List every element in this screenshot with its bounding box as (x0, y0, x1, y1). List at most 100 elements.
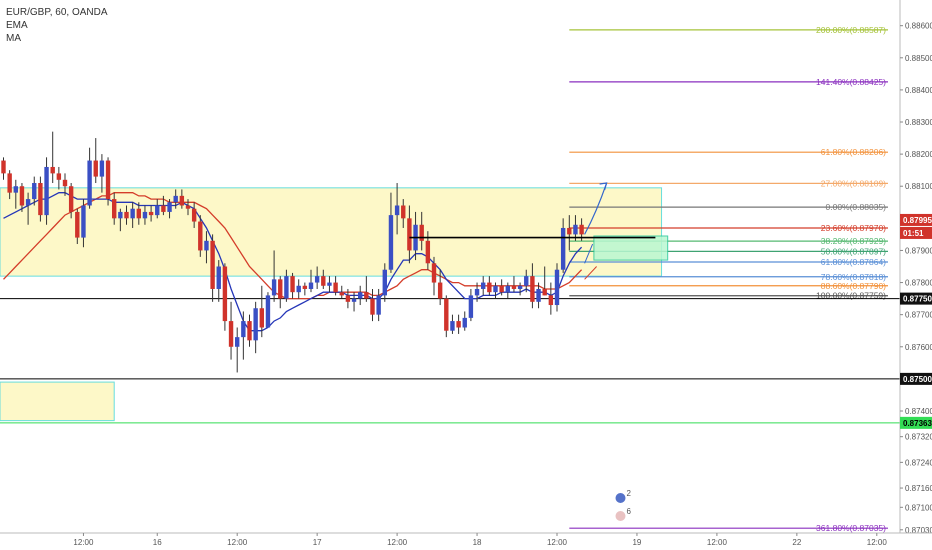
price-axis[interactable]: 0.88600 0.88500 0.88400 0.88300 0.88200 0.881… (899, 0, 932, 535)
candle-body (481, 282, 486, 289)
candle-body (75, 211, 80, 238)
candle (474, 282, 480, 302)
candle-body (7, 173, 12, 193)
price-badge: 0.87995 (900, 213, 932, 226)
time-tick-label: 17 (313, 538, 322, 547)
candle-body (25, 199, 31, 206)
candle (327, 276, 332, 293)
fib-level-label: 50.00%(0.87897) (821, 246, 886, 256)
candle-body (450, 321, 455, 331)
candle-body (235, 337, 240, 347)
candle-body (493, 285, 498, 293)
candle (401, 199, 406, 228)
price-badge-bg (900, 213, 932, 226)
price-tick-label: 0.88200 (905, 150, 932, 159)
time-tick-label: 19 (632, 538, 641, 547)
price-badge: 0.87363 (900, 416, 932, 429)
candle (462, 311, 467, 331)
candle (13, 179, 18, 209)
candle-body (81, 205, 86, 238)
zones-layer (0, 187, 663, 422)
candle-body (56, 173, 62, 180)
fib-level-label: 61.80%(0.88206) (821, 147, 886, 157)
candle-body (50, 166, 55, 174)
price-badge-bg (900, 292, 932, 305)
price-badge-label: 0.87995 (903, 216, 932, 225)
candle (333, 276, 338, 296)
candle (56, 166, 62, 190)
time-axis[interactable]: 12:00 16 12:00 17 12:00 18 12:00 19 12:00 22 12:00 (0, 532, 932, 547)
candle (524, 269, 529, 293)
candle (124, 205, 129, 225)
price-tick-label: 0.87100 (905, 503, 932, 512)
candle-body (136, 208, 141, 219)
candle-body (68, 186, 74, 212)
candle-body (32, 183, 37, 200)
candle (191, 202, 197, 228)
candle-body (517, 285, 523, 289)
candle (493, 282, 498, 299)
candle (505, 282, 510, 299)
fib-level-label: 361.80%(0.87035) (816, 523, 886, 533)
candle (265, 292, 271, 328)
candle (130, 202, 135, 228)
candle-body (302, 285, 308, 289)
candle-body (38, 183, 43, 216)
candle-body (118, 211, 123, 219)
price-badge-label: 01:51 (903, 229, 924, 238)
candle-body (308, 282, 314, 289)
price-tick-label: 0.87400 (905, 407, 932, 416)
candle-body (487, 282, 492, 293)
price-tick-label: 0.88500 (905, 54, 932, 63)
candle-body (124, 211, 129, 219)
event-marker-circle (614, 510, 627, 522)
fib-level-label: 27.00%(0.88109) (821, 178, 886, 188)
candle-body (437, 282, 443, 299)
candle-body (431, 263, 437, 283)
candle (235, 327, 240, 373)
candle (185, 199, 191, 216)
candle (487, 276, 492, 296)
candle-body (93, 160, 98, 177)
price-tick-label: 0.87030 (905, 526, 932, 535)
price-badge: 0.87500 (900, 372, 932, 385)
fib-level-label: 61.80%(0.87864) (821, 257, 886, 267)
candle (50, 131, 55, 184)
candle-body (394, 205, 400, 216)
indicator-ema-label[interactable]: EMA (6, 20, 28, 31)
candle (450, 314, 455, 334)
price-tick-label: 0.87320 (905, 433, 932, 442)
candle (142, 205, 148, 225)
time-tick-label: 12:00 (227, 538, 248, 547)
candle (247, 314, 252, 347)
price-badge: 0.87750 (900, 292, 932, 305)
candle-body (499, 285, 504, 293)
price-badge-bg (900, 372, 932, 385)
candle-body (382, 269, 387, 296)
symbol-title[interactable]: EUR/GBP, 60, OANDA (6, 7, 108, 18)
candle (81, 199, 86, 248)
candle (444, 295, 449, 338)
candle-body (105, 160, 111, 200)
candle (259, 285, 264, 338)
candle (364, 276, 369, 302)
overlay-layer (409, 182, 669, 280)
candle-body (321, 276, 326, 286)
candle-body (333, 282, 338, 293)
price-badges-layer: 0.87995 01:51 0.87750 0.87500 0.87363 (900, 213, 932, 429)
indicator-ma-label[interactable]: MA (6, 33, 21, 44)
time-tick-label: 12:00 (707, 538, 728, 547)
price-badge-label: 0.87500 (903, 375, 932, 384)
candle-body (185, 205, 191, 209)
lower-zone (0, 381, 115, 422)
candle-body (130, 208, 135, 219)
fib-level-label: 78.60%(0.87818) (821, 272, 886, 282)
candle-body (191, 208, 197, 222)
candle-body (265, 295, 271, 328)
candle (388, 192, 394, 273)
candle-body (253, 308, 258, 341)
candle (210, 234, 215, 302)
candle-body (474, 288, 480, 296)
